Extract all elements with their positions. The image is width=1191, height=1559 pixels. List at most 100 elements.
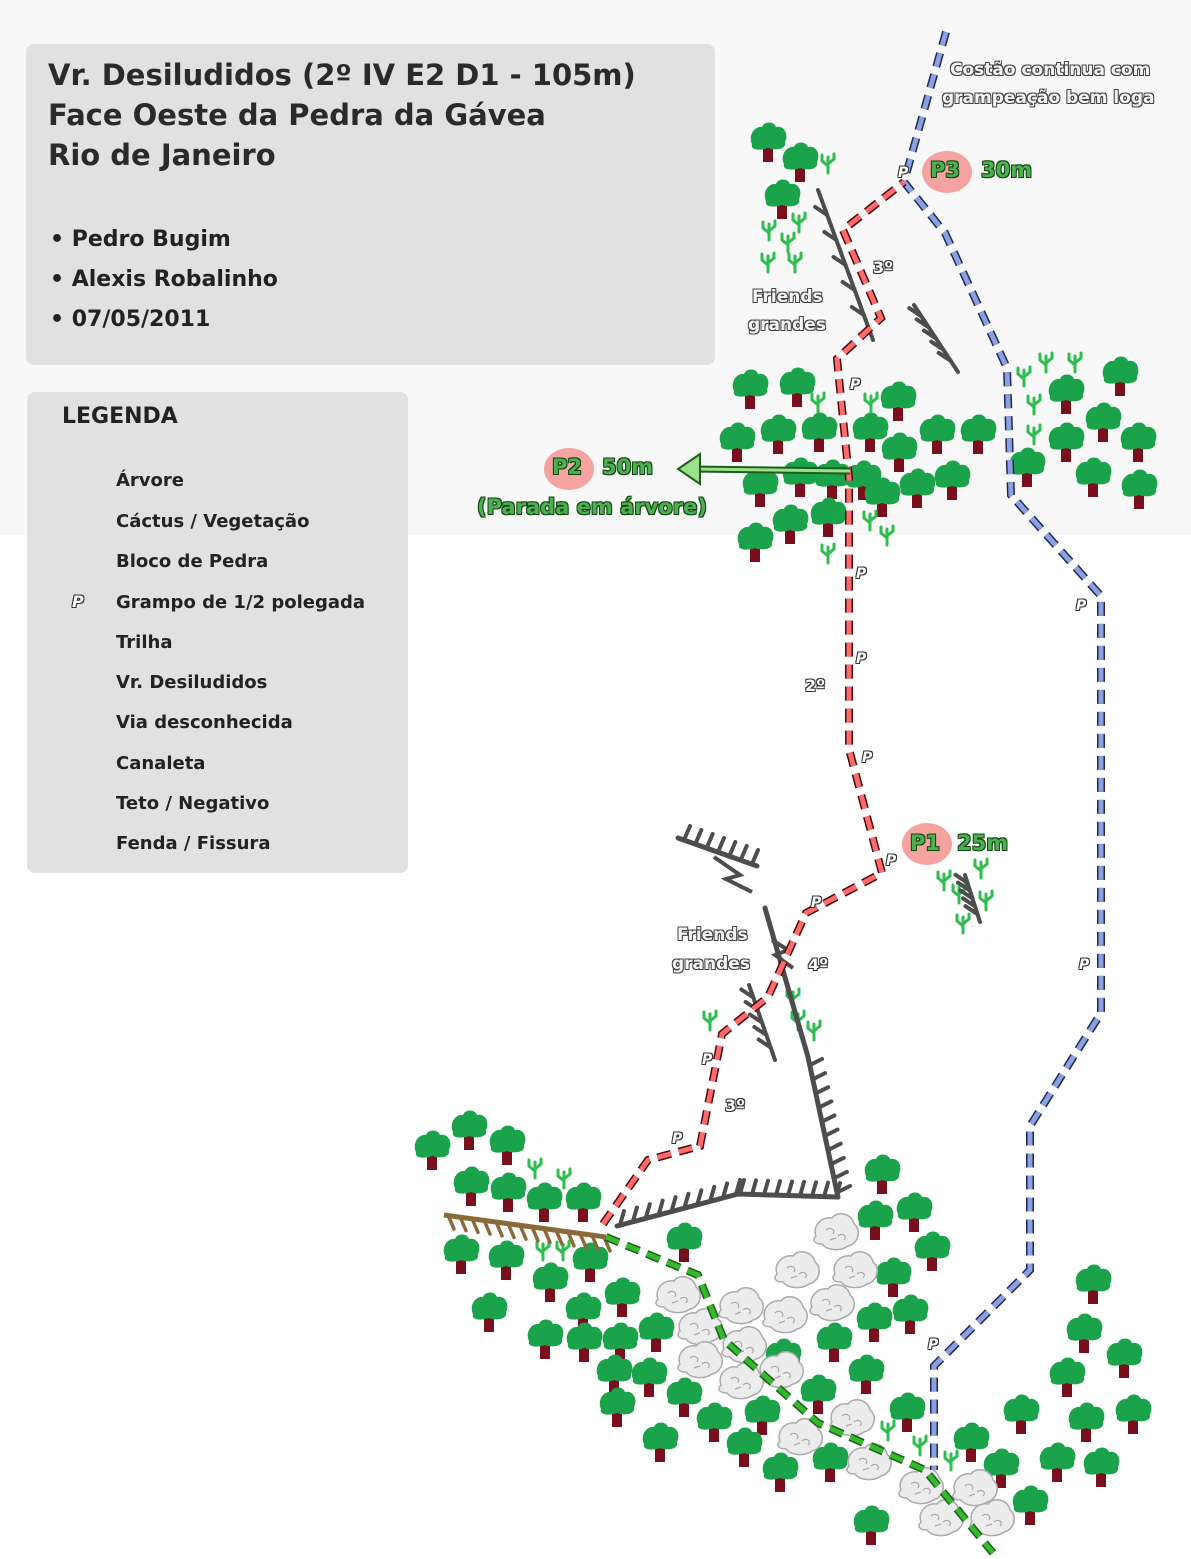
gully-tick [831,255,848,267]
tree-icon [596,1354,633,1394]
tree-icon [1049,1357,1086,1397]
cactus-icon [912,1434,928,1457]
ledge-tooth [458,1214,468,1233]
tree-icon [1075,1264,1112,1304]
tree-icon [914,1231,951,1271]
roof-tooth [750,848,760,866]
bolt-marker: P [886,853,897,869]
roof-tooth [822,1180,830,1199]
ledge-tooth [602,1235,612,1253]
gully-tick [953,872,970,885]
ledge-tooth [518,1223,528,1241]
boulder-icon [718,1361,765,1400]
boulder-icon [832,1250,879,1289]
legend-panel [27,392,408,873]
tree-icon [489,1125,526,1165]
route-title: Vr. Desiludidos (2º IV E2 D1 - 105m) [48,58,636,92]
tree-icon [726,1427,763,1467]
legend-trail: Trilha [116,632,173,653]
tree-icon [1106,1338,1143,1378]
p2-arrow [676,452,851,486]
tree-icon [864,1154,901,1194]
costao-note-line2: grampeação bem loga [942,88,1155,108]
cactus-icon [955,912,971,935]
tree-icon [631,1357,668,1397]
cactus-icon [978,889,994,912]
ledge-tooth [506,1221,516,1240]
legend-unknown: Via desconhecida [116,712,293,733]
ledge-tooth [482,1218,492,1236]
gully-tick [748,1012,764,1025]
roof-tooth [762,1178,770,1197]
legend-route: Vr. Desiludidos [116,672,268,693]
roof-tooth [708,1184,717,1203]
ledge-tooth [494,1220,504,1238]
roof-tooth [734,1178,742,1196]
tree-icon [572,1242,609,1282]
tree-icon [414,1130,451,1170]
tree-icon [1068,1402,1105,1442]
bolt-marker: P [856,651,867,667]
gully-tick [756,1037,773,1050]
tree-icon [953,1422,990,1462]
cactus-icon [973,857,989,880]
cactus-icon [702,1009,718,1032]
roof-tooth [669,1195,678,1214]
bolt-marker: P [1079,957,1090,973]
roof-tooth [704,832,715,850]
legend-cactus: Cáctus / Vegetação [116,511,310,532]
roof-tooth [817,1099,834,1110]
tree-icon [599,1387,636,1427]
tree-icon [1012,1485,1049,1525]
roof-tooth [750,1178,758,1197]
friends-upper-line2: grandes [748,315,826,335]
ledge [443,1212,612,1253]
ledge-tooth [590,1233,600,1252]
tree-icon [816,1322,853,1362]
p1-label: P1 [910,831,941,855]
bolt-marker: P [811,895,822,911]
ledge-tooth [446,1213,456,1231]
roof-tooth [836,1184,852,1194]
roof-tooth [721,1181,730,1200]
gully-tick [822,230,839,242]
roof-tooth [829,1155,846,1166]
p1-marker [902,823,952,865]
roof-tooth [643,1202,652,1221]
ledge-tooth [566,1230,576,1248]
grade-lower-right: 4º [808,955,829,974]
legend-gully: Canaleta [116,753,206,774]
cactus-icon [527,1157,543,1180]
tree-icon [696,1402,733,1442]
city-title: Rio de Janeiro [48,138,276,172]
roof-tooth [786,1179,794,1198]
tree-icon [762,1452,799,1492]
bolt-marker: P [862,750,873,766]
tree-icon [875,1257,912,1297]
legend-bolt: Grampo de 1/2 polegada [116,592,366,613]
roof-tooth [630,1205,639,1224]
bolt-marker: P [850,377,861,393]
gully-tick [963,904,980,917]
legend-roof: Teto / Negativo [116,793,270,814]
bolt-marker: P [856,566,867,582]
tree-icon [566,1322,603,1362]
title-panel [26,44,715,365]
friends-lower-line1: Friends [677,925,748,945]
ledge-tooth [578,1231,588,1250]
cactus-icon [535,1239,551,1262]
gully-tick [907,306,924,319]
bolt-marker: P [898,165,909,181]
tree-icon [638,1312,675,1352]
p1-length: 25m [957,831,1009,855]
legend-title: LEGENDA [62,404,178,429]
tree-icon [666,1222,703,1262]
tree-icon [642,1422,679,1462]
tree-icon [1039,1442,1076,1482]
roof-tooth [682,824,692,842]
tree-icon [853,1505,890,1545]
roof-tooth [618,1209,626,1227]
climber-1: • Pedro Bugim [50,227,231,252]
roof-tooth [823,1127,840,1138]
face-title: Face Oeste da Pedra da Gávea [48,98,546,132]
